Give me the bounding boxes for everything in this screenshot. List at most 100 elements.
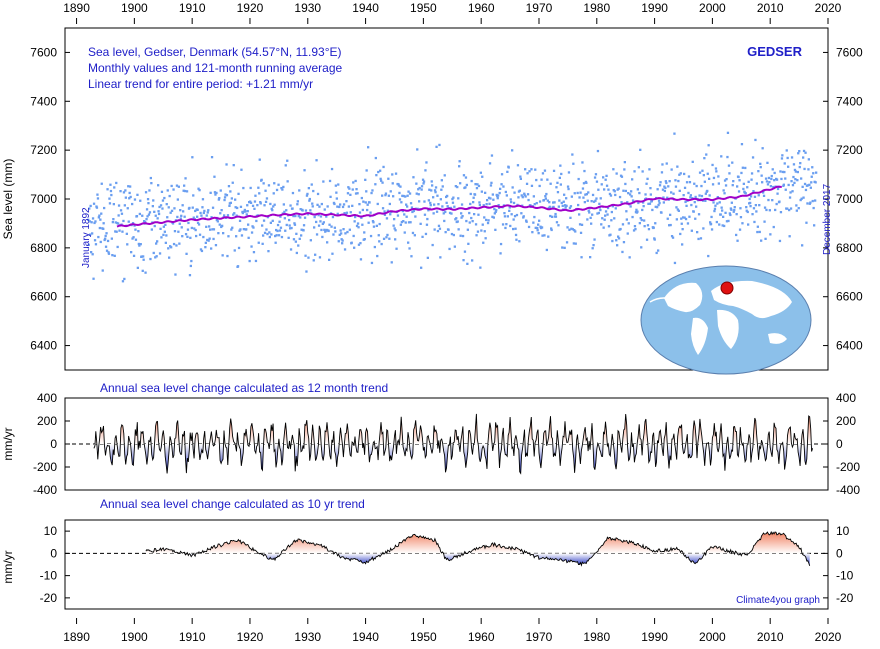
y-tick-label-left: -200 <box>33 460 57 474</box>
monthly-point <box>311 202 314 205</box>
monthly-point <box>607 188 610 191</box>
monthly-point <box>505 223 508 226</box>
monthly-point <box>552 205 555 209</box>
monthly-point <box>712 201 715 204</box>
monthly-point <box>784 177 787 180</box>
monthly-point <box>447 228 450 231</box>
monthly-point <box>117 204 121 207</box>
monthly-point <box>795 204 798 207</box>
monthly-point <box>659 181 662 184</box>
monthly-point <box>738 179 741 182</box>
monthly-point <box>753 220 756 224</box>
monthly-point <box>204 246 207 249</box>
monthly-point <box>206 211 209 214</box>
monthly-point <box>136 193 139 196</box>
monthly-point <box>157 210 160 213</box>
monthly-point <box>593 238 596 241</box>
monthly-point <box>158 252 162 255</box>
monthly-point <box>264 200 268 203</box>
monthly-point <box>423 213 427 216</box>
monthly-point <box>570 227 573 230</box>
monthly-point <box>177 185 180 188</box>
monthly-point <box>399 223 402 226</box>
monthly-point <box>402 194 405 198</box>
monthly-point <box>172 188 175 191</box>
monthly-point <box>328 223 331 226</box>
monthly-point <box>588 211 591 214</box>
monthly-point <box>199 211 202 215</box>
annotation-line-3: Linear trend for entire period: +1.21 mm… <box>88 77 313 91</box>
monthly-point <box>735 233 738 237</box>
monthly-point <box>414 215 417 218</box>
monthly-point <box>470 179 473 183</box>
monthly-point <box>245 213 248 216</box>
monthly-point <box>153 224 156 228</box>
monthly-point <box>460 212 463 215</box>
monthly-point <box>621 250 624 254</box>
monthly-point <box>95 206 99 209</box>
monthly-point <box>186 235 189 238</box>
monthly-point <box>446 205 449 208</box>
monthly-point <box>436 229 440 233</box>
monthly-point <box>187 221 190 225</box>
monthly-point <box>464 186 467 189</box>
monthly-point <box>407 221 411 224</box>
monthly-point <box>340 238 343 241</box>
monthly-point <box>392 224 395 227</box>
monthly-point <box>114 221 117 224</box>
monthly-point <box>705 153 708 156</box>
monthly-point <box>475 234 478 237</box>
monthly-point <box>396 214 400 217</box>
monthly-point <box>606 206 610 210</box>
monthly-point <box>431 243 434 247</box>
monthly-point <box>541 234 544 237</box>
monthly-point <box>222 232 225 235</box>
monthly-point <box>679 232 682 236</box>
monthly-point <box>128 197 131 200</box>
monthly-point <box>491 215 494 218</box>
monthly-point <box>282 185 285 189</box>
monthly-point <box>663 185 666 188</box>
monthly-point <box>392 195 395 198</box>
monthly-point <box>209 228 212 231</box>
monthly-point <box>499 187 502 190</box>
monthly-point <box>715 170 718 173</box>
y-tick-label-right: -200 <box>836 460 860 474</box>
monthly-point <box>571 153 574 156</box>
monthly-point <box>204 241 207 244</box>
monthly-point <box>660 171 664 174</box>
monthly-point <box>649 187 652 190</box>
monthly-point <box>322 180 325 183</box>
monthly-point <box>593 176 597 179</box>
monthly-point <box>219 189 222 192</box>
monthly-point <box>134 238 138 241</box>
monthly-point <box>433 228 436 231</box>
negative-fill <box>93 444 813 474</box>
monthly-point <box>263 231 267 234</box>
monthly-point <box>704 199 707 202</box>
monthly-point <box>758 204 761 207</box>
monthly-point <box>590 200 593 203</box>
monthly-point <box>369 234 373 238</box>
monthly-point <box>214 193 217 196</box>
monthly-point <box>629 193 632 196</box>
monthly-point <box>730 201 733 204</box>
monthly-point <box>132 236 135 239</box>
monthly-point <box>393 227 396 230</box>
monthly-point <box>420 185 424 188</box>
x-tick-label-top: 1920 <box>237 1 264 15</box>
monthly-point <box>760 239 763 242</box>
monthly-point <box>596 149 600 153</box>
monthly-point <box>438 227 442 230</box>
negative-fill <box>145 553 810 566</box>
monthly-point <box>378 240 381 243</box>
monthly-point <box>609 233 612 236</box>
monthly-point <box>450 232 454 236</box>
monthly-point <box>711 183 715 186</box>
monthly-point <box>796 179 799 182</box>
monthly-point <box>353 246 356 249</box>
monthly-point <box>536 229 539 232</box>
monthly-point <box>538 219 541 222</box>
monthly-point <box>386 233 389 237</box>
monthly-point <box>191 156 194 159</box>
